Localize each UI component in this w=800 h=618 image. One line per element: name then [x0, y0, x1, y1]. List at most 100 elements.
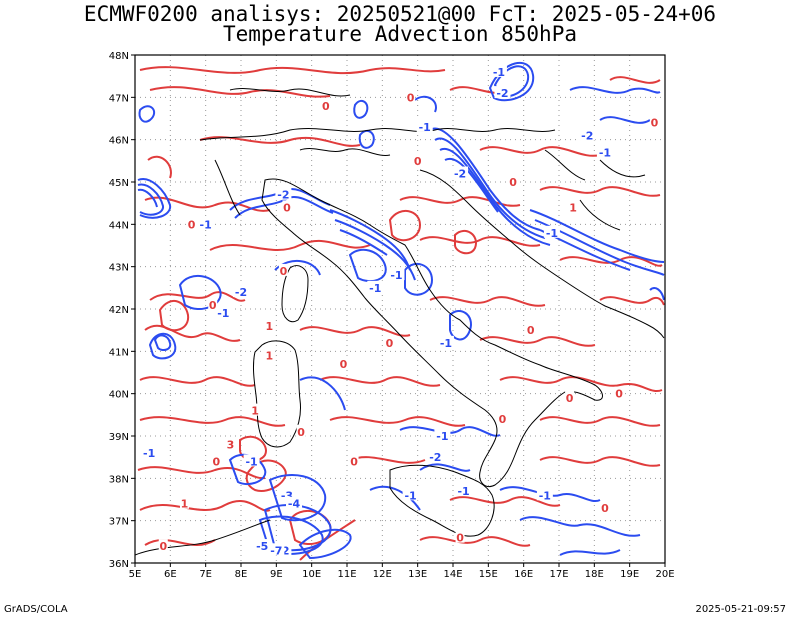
contour-label: -1 [599, 146, 611, 159]
map-title: ECMWF0200 analisys: 20250521@00 FcT: 202… [83, 2, 717, 26]
contour-label-bg [455, 484, 472, 497]
contour-label: 1 [265, 350, 273, 363]
contour-label-bg [497, 412, 507, 425]
contour-label: 1 [265, 320, 273, 333]
contour-label: 0 [456, 532, 464, 545]
axis-ticks: 5E 6E 7E 8E 9E 10E 11E 12E 13E 14E 15E 16E 17E 18E 19E… [109, 51, 675, 580]
contour-label-bg [568, 200, 578, 213]
contour-label: 0 [340, 358, 348, 371]
contour-label-bg [437, 335, 454, 348]
contour-label: 1 [181, 498, 189, 511]
contour-label: -2 [235, 286, 247, 299]
contour-label-bg [296, 424, 306, 437]
x-tick-label: 5E [129, 569, 142, 580]
x-tick-label: 20E [655, 569, 674, 580]
y-tick-label: 45N [109, 178, 129, 189]
contour-label-bg [367, 280, 384, 293]
contour-label-bg [490, 64, 507, 77]
contour-label-bg [402, 488, 419, 501]
contour-label: -1 [143, 447, 155, 460]
contour-label: -2 [454, 168, 466, 181]
contour-label-bg [579, 128, 596, 141]
contour-label-bg [536, 488, 553, 501]
contour-label: 3 [227, 438, 235, 451]
contour-label: -1 [440, 337, 452, 350]
contour-label: -2 [429, 451, 441, 464]
x-tick-label: 10E [302, 569, 321, 580]
y-tick-label: 41N [109, 347, 129, 358]
contour-label-bg [321, 98, 331, 111]
contour-label: 0 [283, 201, 291, 214]
x-tick-label: 9E [270, 569, 283, 580]
contour-label: 0 [651, 117, 659, 130]
contour-label-bg [282, 200, 292, 213]
contour-label-bg [278, 263, 288, 276]
x-tick-label: 8E [235, 569, 248, 580]
contour-label-bg [565, 390, 575, 403]
y-tick-label: 37N [109, 517, 129, 528]
contour-label: 0 [527, 324, 535, 337]
contour-label: 0 [499, 413, 507, 426]
contour-label-bg [211, 454, 221, 467]
contour-label: 1 [569, 201, 577, 214]
contour-label-bg [452, 166, 469, 179]
contour-label-bg [141, 445, 158, 458]
contour-label: 0 [350, 455, 358, 468]
contour-label: 0 [297, 426, 305, 439]
x-tick-label: 16E [514, 569, 533, 580]
x-tick-label: 11E [337, 569, 356, 580]
contour-label-bg [179, 496, 189, 509]
x-tick-label: 7E [199, 569, 212, 580]
contour-label-bg [455, 530, 465, 543]
contour-label: -1 [436, 430, 448, 443]
contour-label: 0 [509, 176, 517, 189]
contour-label: -1 [369, 282, 381, 295]
x-tick-label: 18E [585, 569, 604, 580]
contour-labels: -1 -2 -1 -2 -1 -1 -2 -1 -1 -2 -1 -2 -1 -1 -2 -1 -1 -1 -1 -1… [141, 64, 659, 557]
contour-label-bg [264, 348, 274, 361]
y-tick-label: 40N [109, 390, 129, 401]
coastlines-borders [135, 88, 665, 556]
contour-label: -1 [245, 455, 257, 468]
contour-label: -1 [200, 218, 212, 231]
x-tick-label: 17E [549, 569, 568, 580]
contour-label: 0 [386, 337, 394, 350]
contour-label-bg [208, 297, 218, 310]
contour-label-bg [406, 90, 416, 103]
contour-label: -1 [419, 121, 431, 134]
contour-label-bg [384, 335, 394, 348]
contour-label: 0 [414, 155, 422, 168]
contour-label-bg [388, 268, 405, 281]
contour-label-bg [187, 217, 197, 230]
contour-label-bg [264, 318, 274, 331]
contour-label-bg [275, 187, 292, 200]
x-tick-label: 19E [620, 569, 639, 580]
contour-label: -1 [390, 269, 402, 282]
contour-label: -4 [288, 498, 301, 511]
timestamp: 2025-05-21-09:57 [695, 604, 786, 615]
y-tick-label: 39N [109, 432, 129, 443]
x-tick-label: 13E [408, 569, 427, 580]
contour-label: 0 [188, 218, 196, 231]
contour-label: -7 [270, 544, 282, 557]
contour-label-bg [614, 386, 624, 399]
y-tick-label: 48N [109, 51, 129, 62]
contour-label-bg [254, 539, 271, 552]
contour-label-bg [649, 115, 659, 128]
contour-label: 0 [601, 502, 609, 515]
contour-label: -5 [256, 540, 268, 553]
contour-label-bg [434, 429, 451, 441]
contour-label: -1 [217, 307, 229, 320]
contour-label-bg [413, 153, 423, 166]
y-tick-label: 36N [109, 559, 129, 570]
contour-label-bg [215, 306, 232, 319]
contour-label: 0 [322, 100, 330, 113]
contour-label: 0 [615, 388, 623, 401]
contour-label: 1 [251, 405, 259, 418]
contour-label: -1 [539, 489, 551, 502]
x-tick-label: 15E [479, 569, 498, 580]
x-tick-label: 6E [164, 569, 177, 580]
contour-label: 0 [159, 540, 167, 553]
contour-label-bg [416, 119, 433, 132]
